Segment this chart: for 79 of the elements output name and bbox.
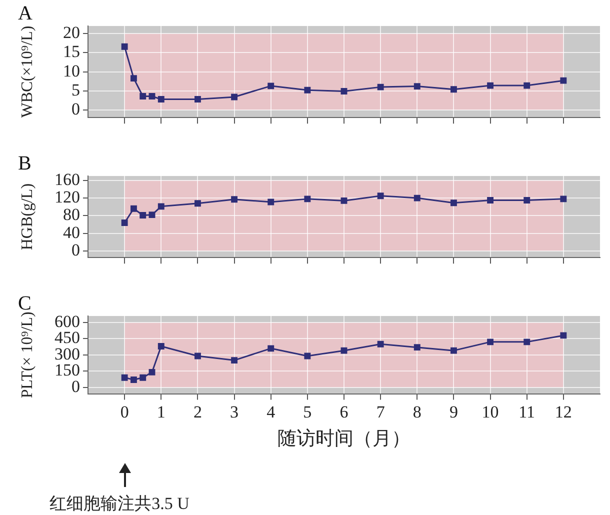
point: [231, 357, 238, 364]
point: [487, 82, 494, 89]
point: [268, 345, 274, 352]
y-tick-label: 160: [54, 170, 80, 189]
x-tick-label: 7: [376, 402, 386, 422]
x-tick-label: 11: [518, 402, 536, 422]
point: [140, 93, 146, 100]
point: [340, 347, 348, 354]
point: [140, 374, 146, 381]
point: [450, 200, 457, 206]
point: [194, 96, 201, 103]
point: [140, 212, 146, 218]
x-tick-label: 4: [266, 402, 276, 422]
point: [340, 197, 348, 204]
point: [130, 205, 137, 212]
point: [148, 212, 156, 218]
y-tick-label: 20: [63, 23, 80, 42]
point: [524, 197, 530, 204]
point: [148, 93, 156, 100]
point: [487, 197, 494, 204]
x-tick-label: 9: [449, 402, 458, 422]
chart-title: B: [18, 152, 32, 174]
point: [560, 196, 567, 202]
point: [268, 198, 274, 206]
point: [414, 83, 420, 90]
point: [121, 220, 128, 226]
point: [130, 376, 137, 383]
point: [524, 338, 530, 346]
x-tick-label: 0: [120, 402, 129, 422]
point: [377, 192, 384, 200]
point: [194, 352, 201, 360]
point: [158, 343, 164, 350]
chart-title: A: [18, 2, 33, 24]
y-tick-label: 40: [63, 222, 80, 242]
point: [304, 86, 311, 94]
point: [377, 340, 384, 348]
point: [560, 332, 567, 339]
point: [450, 86, 457, 93]
y-tick-label: 80: [63, 205, 80, 224]
point: [377, 84, 384, 90]
point: [194, 200, 201, 207]
x-tick-label: 10: [482, 402, 499, 422]
y-tick-label: 600: [54, 312, 80, 331]
y-tick-label: 0: [72, 240, 80, 260]
point: [158, 203, 164, 210]
y-axis-title: PLT(× 10⁹/L): [18, 312, 36, 398]
point: [121, 43, 128, 50]
x-tick-label: 1: [156, 402, 166, 422]
y-tick-label: 120: [54, 188, 80, 207]
point: [158, 96, 164, 103]
x-axis-title: 随访时间（月）: [278, 428, 410, 450]
y-tick-label: 0: [72, 99, 80, 118]
point: [414, 344, 420, 351]
point: [340, 88, 348, 94]
point: [524, 82, 530, 89]
point: [130, 75, 137, 82]
point: [231, 196, 238, 203]
y-axis-title: HGB(g/L): [18, 183, 36, 250]
point: [450, 347, 457, 354]
x-tick-label: 3: [230, 402, 239, 422]
point: [148, 368, 156, 376]
x-tick-label: 8: [412, 402, 422, 422]
point: [121, 374, 128, 381]
y-tick-label: 15: [63, 42, 80, 62]
point: [414, 194, 420, 202]
point: [487, 338, 494, 346]
x-tick-label: 12: [554, 402, 572, 422]
point: [268, 82, 274, 90]
y-tick-label: 10: [63, 61, 80, 80]
point: [231, 94, 238, 100]
text: 红细胞输注共3.5 U: [50, 494, 190, 513]
point: [560, 77, 567, 84]
point: [304, 196, 311, 202]
x-tick-label: 6: [340, 402, 348, 422]
x-tick-label: 2: [193, 402, 202, 422]
y-axis-title: WBC(×10⁹/L): [18, 26, 36, 118]
point: [304, 352, 311, 360]
y-tick-label: 5: [72, 80, 80, 100]
x-tick-label: 5: [303, 402, 312, 422]
